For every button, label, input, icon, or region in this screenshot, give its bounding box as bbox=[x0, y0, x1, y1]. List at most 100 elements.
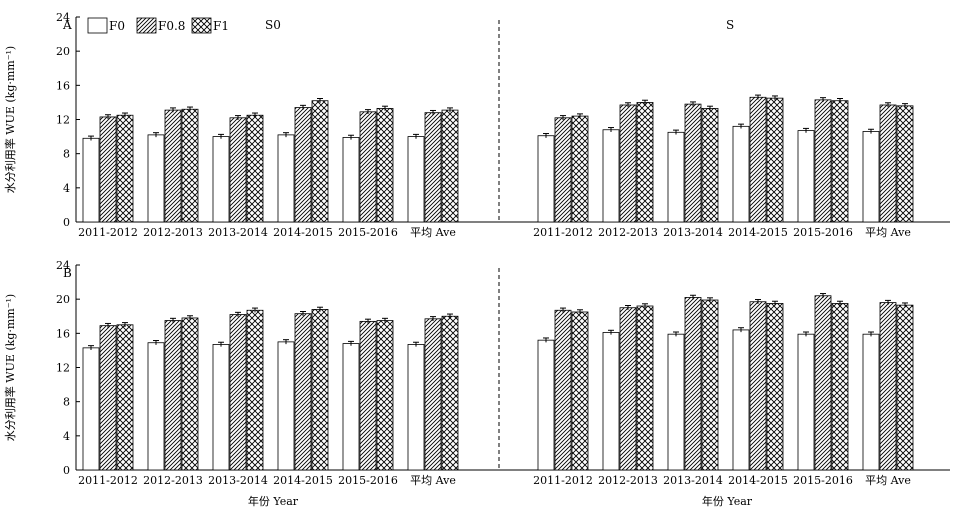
bar-f1-3 bbox=[766, 303, 784, 471]
bar-f1-5 bbox=[441, 109, 459, 223]
x-tick-label: 2011-2012 bbox=[78, 226, 138, 239]
bar-f0-0 bbox=[82, 137, 100, 223]
x-tick-label: 2012-2013 bbox=[143, 226, 203, 239]
bar-f1-2 bbox=[701, 107, 719, 223]
y-tick-label: 4 bbox=[63, 182, 70, 195]
y-tick-label: 24 bbox=[56, 259, 70, 272]
x-tick-label: 2013-2014 bbox=[663, 226, 723, 239]
x-tick-label: 2011-2012 bbox=[533, 474, 593, 487]
bar-f0-1 bbox=[147, 134, 165, 223]
bar-f1-1 bbox=[636, 305, 654, 471]
bar-f1-1 bbox=[181, 317, 199, 471]
bar-f0-3 bbox=[732, 125, 750, 223]
bar-f08-3 bbox=[749, 96, 767, 223]
x-tick-label: 2015-2016 bbox=[338, 474, 398, 487]
bar-f1-2 bbox=[246, 114, 264, 223]
bar-f08-0 bbox=[99, 325, 117, 471]
y-tick-label: 4 bbox=[63, 430, 70, 443]
bar-f08-1 bbox=[619, 104, 637, 223]
y-tick-label: 0 bbox=[63, 464, 70, 477]
bar-f08-5 bbox=[879, 302, 897, 471]
y-tick-label: 12 bbox=[56, 114, 70, 127]
bar-f1-0 bbox=[571, 115, 589, 223]
bar-f0-5 bbox=[407, 344, 425, 471]
bar-f08-5 bbox=[424, 112, 442, 223]
bar-f1-2 bbox=[246, 309, 264, 471]
bar-f0-5 bbox=[407, 136, 425, 223]
bar-f1-4 bbox=[831, 303, 849, 471]
x-tick-label: 2013-2014 bbox=[208, 226, 268, 239]
legend-swatch-f1 bbox=[191, 17, 212, 34]
bar-f08-4 bbox=[814, 295, 832, 471]
bar-f08-1 bbox=[164, 109, 182, 223]
y-axis-label: 水分利用率 WUE (kg·mm⁻¹) bbox=[3, 294, 17, 441]
subplot-label: S bbox=[726, 18, 734, 32]
bar-f08-4 bbox=[814, 99, 832, 223]
y-axis-label: 水分利用率 WUE (kg·mm⁻¹) bbox=[3, 46, 17, 193]
bar-f0-4 bbox=[797, 333, 815, 471]
bar-f1-4 bbox=[376, 107, 394, 223]
y-tick-label: 20 bbox=[56, 293, 70, 306]
bar-f1-4 bbox=[376, 320, 394, 471]
y-tick-label: 8 bbox=[63, 396, 70, 409]
bar-f0-4 bbox=[342, 137, 360, 223]
x-tick-label: 2013-2014 bbox=[208, 474, 268, 487]
bar-f08-2 bbox=[229, 314, 247, 471]
bar-f0-2 bbox=[212, 136, 230, 223]
x-tick-label: 2015-2016 bbox=[793, 226, 853, 239]
y-tick-label: 24 bbox=[56, 11, 70, 24]
x-tick-label: 2014-2015 bbox=[273, 474, 333, 487]
bar-f1-1 bbox=[636, 102, 654, 223]
bar-f1-0 bbox=[116, 114, 134, 223]
bar-f08-4 bbox=[359, 111, 377, 223]
x-tick-label: 2014-2015 bbox=[728, 226, 788, 239]
text-layer: 0 4 8 12 16 20 24 水分利用率 WUE (kg·mm⁻¹) A S0 2011-20… bbox=[3, 11, 911, 508]
y-tick-label: 16 bbox=[56, 79, 70, 92]
legend-swatch-f0 bbox=[87, 17, 108, 34]
bar-f0-0 bbox=[82, 347, 100, 471]
x-tick-label: 2014-2015 bbox=[728, 474, 788, 487]
bar-f0-1 bbox=[602, 332, 620, 471]
y-tick-label: 12 bbox=[56, 362, 70, 375]
bar-f1-3 bbox=[766, 97, 784, 223]
legend-label: F0 bbox=[109, 19, 125, 33]
bar-f1-2 bbox=[701, 299, 719, 471]
bar-f1-0 bbox=[571, 311, 589, 471]
bar-f08-4 bbox=[359, 320, 377, 471]
x-tick-label: 2011-2012 bbox=[78, 474, 138, 487]
bar-f1-5 bbox=[896, 105, 914, 223]
x-tick-label: 平均 Ave bbox=[410, 474, 456, 487]
bar-f0-2 bbox=[212, 344, 230, 471]
x-axis-label: 年份 Year bbox=[248, 494, 299, 508]
bar-f0-3 bbox=[277, 341, 295, 471]
bar-f08-2 bbox=[684, 103, 702, 223]
subplot-label: S0 bbox=[265, 18, 281, 32]
bar-f08-1 bbox=[619, 307, 637, 471]
bar-f0-1 bbox=[147, 342, 165, 471]
bar-f0-4 bbox=[797, 130, 815, 223]
bar-f1-5 bbox=[441, 315, 459, 471]
bar-f08-0 bbox=[554, 117, 572, 223]
bar-f1-0 bbox=[116, 324, 134, 471]
legend-label: F1 bbox=[213, 19, 229, 33]
bar-f08-3 bbox=[749, 301, 767, 471]
x-axis-label: 年份 Year bbox=[702, 494, 753, 508]
x-tick-label: 2013-2014 bbox=[663, 474, 723, 487]
bar-f0-2 bbox=[667, 333, 685, 471]
panel-label: B bbox=[63, 266, 72, 280]
x-tick-label: 平均 Ave bbox=[865, 474, 911, 487]
x-tick-label: 平均 Ave bbox=[410, 226, 456, 239]
panel-label: A bbox=[62, 18, 72, 32]
bar-f0-0 bbox=[537, 135, 555, 223]
x-tick-label: 平均 Ave bbox=[865, 226, 911, 239]
bar-f08-3 bbox=[294, 107, 312, 223]
x-tick-label: 2015-2016 bbox=[338, 226, 398, 239]
bar-f0-2 bbox=[667, 131, 685, 223]
legend-label: F0.8 bbox=[158, 19, 185, 33]
bar-f08-2 bbox=[229, 117, 247, 223]
bar-f08-0 bbox=[99, 116, 117, 223]
y-tick-label: 20 bbox=[56, 45, 70, 58]
bar-f0-5 bbox=[862, 131, 880, 223]
bar-f08-5 bbox=[424, 318, 442, 471]
